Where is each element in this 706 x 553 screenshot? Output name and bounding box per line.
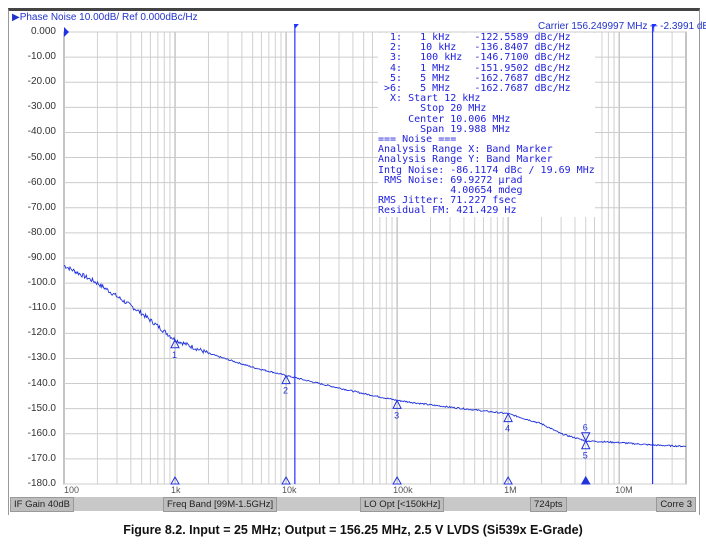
y-tick-label: -130.0 [27, 352, 56, 364]
marker-table-line: RMS Noise: 69.9272 µrad [378, 174, 523, 186]
y-tick-label: -70.00 [27, 201, 56, 213]
y-tick-label: -140.0 [27, 377, 56, 389]
y-tick-label: -120.0 [27, 327, 56, 339]
x-tick-label: 10k [282, 485, 297, 495]
marker-4-label: 4 [505, 424, 510, 434]
marker-table-line: 4: 1 MHz -151.9502 dBc/Hz [378, 62, 571, 74]
marker-table-line: Analysis Range X: Band Marker [378, 144, 553, 156]
band-marker-flag [293, 24, 299, 29]
marker-5-triangle [580, 439, 591, 450]
marker-1-label: 1 [172, 350, 177, 360]
marker-table-line: 1: 1 kHz -122.5589 dBc/Hz [378, 32, 571, 43]
marker-table-line: >6: 5 MHz -162.7687 dBc/Hz [378, 83, 571, 95]
y-tick-label: -110.0 [28, 302, 56, 314]
marker-2-label: 2 [283, 386, 288, 396]
if-gain-status[interactable]: IF Gain 40dB [10, 497, 74, 512]
marker-table-line: X: Start 12 kHz [378, 93, 481, 105]
marker-6-triangle [580, 432, 591, 442]
marker-table-line: === Noise === [378, 134, 457, 146]
marker-3-label: 3 [394, 410, 399, 420]
points-status[interactable]: 724pts [530, 497, 567, 512]
band-marker-flag [651, 24, 657, 29]
marker-1-triangle [170, 338, 180, 349]
y-tick-label: -20.00 [27, 76, 56, 88]
x-tick-label: 100 [64, 485, 79, 495]
y-tick-label: -50.00 [27, 151, 56, 163]
figure-caption: Figure 8.2. Input = 25 MHz; Output = 156… [123, 523, 583, 537]
marker-table-line: 4.00654 mdeg [378, 185, 523, 197]
y-tick-label: -80.00 [27, 226, 56, 238]
marker-table-line: Stop 20 MHz [378, 103, 487, 115]
y-tick-label: -60.00 [27, 176, 56, 188]
marker-table-line: 2: 10 kHz -136.8407 dBc/Hz [378, 42, 571, 54]
phase-noise-trace [63, 265, 687, 448]
marker-table-line: RMS Jitter: 71.227 fsec [378, 195, 517, 207]
y-tick-label: -90.00 [27, 252, 56, 263]
marker-table-line: 5: 5 MHz -162.7687 dBc/Hz [378, 72, 571, 84]
marker-table-line: Residual FM: 421.429 Hz [378, 205, 517, 217]
marker-4-triangle [503, 412, 513, 423]
axis-marker-indicator [503, 475, 513, 485]
ref-level-arrow [64, 27, 69, 37]
axis-marker-indicator [392, 475, 402, 485]
x-tick-label: 1M [504, 485, 517, 495]
marker-table-line: 3: 100 kHz -146.7100 dBc/Hz [378, 52, 571, 64]
x-tick-label: 10M [615, 485, 633, 495]
y-tick-label: -100.0 [27, 277, 56, 289]
y-tick-label: -30.00 [27, 101, 56, 113]
y-tick-label: -10.00 [27, 51, 56, 63]
marker-6-label: 6 [583, 423, 588, 433]
axis-marker-indicator [580, 475, 591, 485]
carrier-power: -2.3991 dBm [660, 21, 706, 32]
marker-table-line: Span 19.988 MHz [378, 123, 511, 135]
lo-opt-status[interactable]: LO Opt [<150kHz] [360, 497, 445, 512]
marker-table: 1: 1 kHz -122.5589 dBc/Hz 2: 10 kHz -136… [378, 32, 595, 217]
correlation-status[interactable]: Corre 3 [656, 497, 696, 512]
marker-table-line: Analysis Range Y: Band Marker [378, 154, 553, 166]
marker-5-label: 5 [583, 451, 588, 461]
x-tick-label: 100k [393, 485, 413, 495]
y-tick-label: -40.00 [27, 126, 56, 138]
y-tick-label: -180.0 [27, 478, 56, 489]
marker-table-line: Center 10.006 MHz [378, 113, 511, 125]
status-bar: IF Gain 40dB Freq Band [99M-1.5GHz] LO O… [10, 497, 696, 512]
freq-band-status[interactable]: Freq Band [99M-1.5GHz] [163, 497, 278, 512]
axis-marker-indicator [170, 475, 180, 485]
marker-table-line: Intg Noise: -86.1174 dBc / 19.69 MHz [378, 164, 595, 176]
y-tick-label: -170.0 [27, 452, 56, 464]
y-tick-label: -150.0 [27, 402, 56, 414]
x-tick-label: 1k [171, 485, 181, 495]
marker-2-triangle [281, 374, 291, 385]
y-tick-label: -160.0 [27, 427, 56, 439]
trace-title-text: Phase Noise 10.00dB/ Ref 0.000dBc/Hz [19, 12, 198, 23]
axis-marker-indicator [281, 475, 291, 485]
y-tick-label: 0.000 [30, 26, 56, 37]
carrier-frequency: Carrier 156.249997 MHz [538, 21, 648, 32]
trace-title: ▶Phase Noise 10.00dB/ Ref 0.000dBc/Hz [12, 12, 198, 23]
marker-3-triangle [392, 399, 402, 409]
